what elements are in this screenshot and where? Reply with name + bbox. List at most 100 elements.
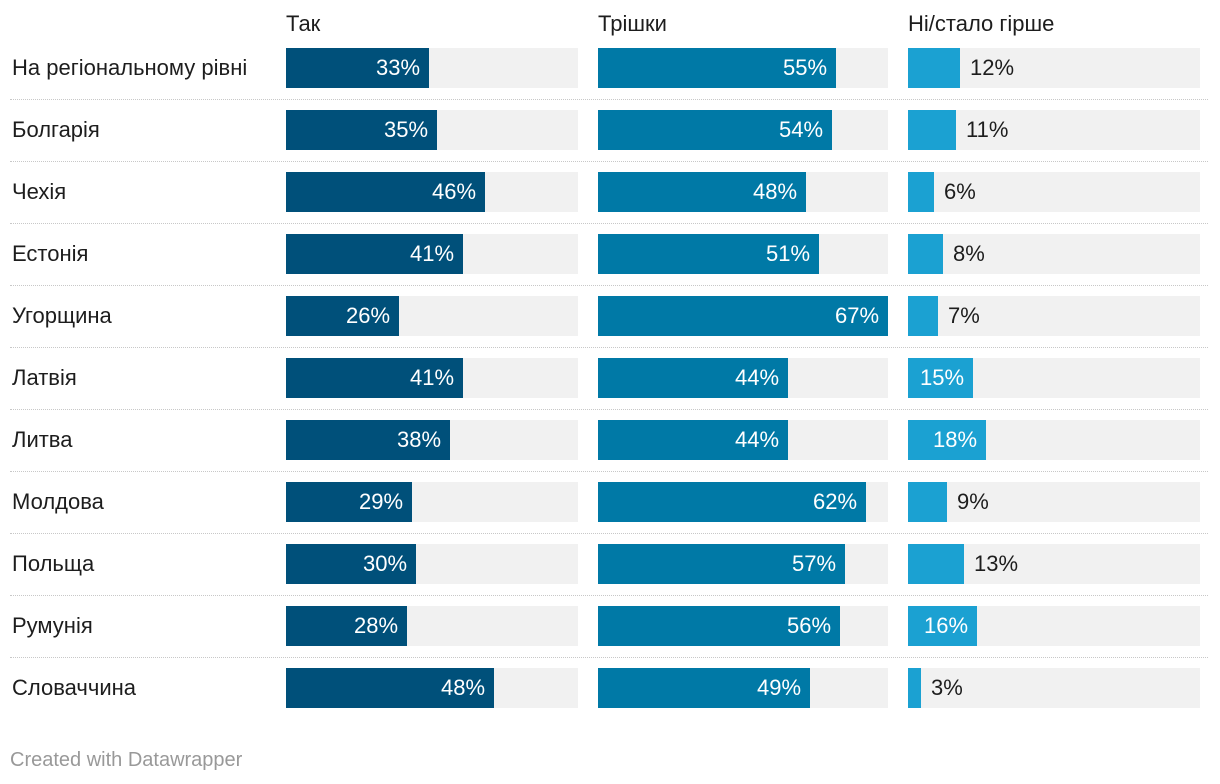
bar-track: 48%	[598, 172, 888, 212]
bar-track: 55%	[598, 48, 888, 88]
bar-track: 9%	[908, 482, 1200, 522]
data-label: 57%	[792, 551, 837, 576]
column-header-3: Ні/стало гірше	[908, 11, 1055, 36]
bar-track: 62%	[598, 482, 888, 522]
row-separator	[10, 595, 1208, 596]
bar-2	[598, 482, 866, 522]
category-label: Польща	[12, 551, 95, 576]
bar-3	[908, 668, 921, 708]
data-label: 62%	[813, 489, 858, 514]
data-label: 15%	[920, 365, 965, 390]
bar-2	[598, 110, 832, 150]
bar-2	[598, 606, 840, 646]
bar-3	[908, 420, 986, 460]
category-label: Латвія	[12, 365, 77, 390]
bar-track: 8%	[908, 234, 1200, 274]
bar-2	[598, 544, 845, 584]
data-label: 33%	[376, 55, 421, 80]
bar-track: 16%	[908, 606, 1200, 646]
category-label: Румунія	[12, 613, 93, 638]
category-label: Литва	[12, 427, 73, 452]
bar-3	[908, 544, 964, 584]
data-label: 7%	[948, 303, 980, 328]
bar-track: 3%	[908, 668, 1200, 708]
bar-track: 6%	[908, 172, 1200, 212]
data-label: 6%	[944, 179, 976, 204]
bar-3	[908, 482, 947, 522]
column-header-2: Трішки	[598, 11, 667, 36]
bar-3	[908, 110, 956, 150]
category-label: Словаччина	[12, 675, 136, 700]
bar-track: 57%	[598, 544, 888, 584]
bar-3	[908, 234, 943, 274]
data-label: 49%	[757, 675, 802, 700]
row-separator	[10, 347, 1208, 348]
bar-track: 28%	[286, 606, 578, 646]
bar-2	[598, 358, 788, 398]
bar-2	[598, 668, 810, 708]
bar-track: 33%	[286, 48, 578, 88]
data-label: 18%	[933, 427, 978, 452]
bar-track: 46%	[286, 172, 578, 212]
row-separator	[10, 471, 1208, 472]
category-label: Болгарія	[12, 117, 100, 142]
data-label: 55%	[783, 55, 828, 80]
data-label: 35%	[384, 117, 429, 142]
bar-2	[598, 296, 888, 336]
data-label: 48%	[753, 179, 798, 204]
data-label: 13%	[974, 551, 1019, 576]
bar-1	[286, 358, 463, 398]
bar-track: 44%	[598, 420, 888, 460]
row-separator	[10, 285, 1208, 286]
bar-1	[286, 110, 437, 150]
data-label: 54%	[779, 117, 824, 142]
bar-track: 38%	[286, 420, 578, 460]
data-label: 29%	[359, 489, 404, 514]
bar-track: 11%	[908, 110, 1200, 150]
bar-2	[598, 420, 788, 460]
bar-3	[908, 358, 973, 398]
bar-3	[908, 172, 934, 212]
category-label: Естонія	[12, 241, 89, 266]
data-label: 26%	[346, 303, 391, 328]
bar-track: 35%	[286, 110, 578, 150]
bar-track: 67%	[598, 296, 888, 336]
category-label: Угорщина	[12, 303, 112, 328]
row-separator	[10, 223, 1208, 224]
row-separator	[10, 409, 1208, 410]
data-label: 12%	[970, 55, 1015, 80]
bar-track: 13%	[908, 544, 1200, 584]
bar-track: 18%	[908, 420, 1200, 460]
bar-track: 30%	[286, 544, 578, 584]
data-label: 46%	[432, 179, 477, 204]
bar-track: 48%	[286, 668, 578, 708]
category-label: Молдова	[12, 489, 104, 514]
bar-1	[286, 420, 450, 460]
bar-track: 41%	[286, 358, 578, 398]
bar-track: 54%	[598, 110, 888, 150]
category-label: На регіональному рівні	[12, 55, 248, 80]
bar-2	[598, 234, 819, 274]
data-label: 48%	[441, 675, 486, 700]
bar-1	[286, 296, 399, 336]
bar-track: 49%	[598, 668, 888, 708]
data-label: 28%	[354, 613, 399, 638]
row-separator	[10, 657, 1208, 658]
bar-3	[908, 296, 938, 336]
bar-2	[598, 48, 836, 88]
data-label: 9%	[957, 489, 989, 514]
bar-track: 15%	[908, 358, 1200, 398]
row-separator	[10, 533, 1208, 534]
data-label: 44%	[735, 427, 780, 452]
footer-credit: Created with Datawrapper	[10, 749, 243, 771]
data-label: 41%	[410, 365, 455, 390]
bar-1	[286, 234, 463, 274]
bar-track: 7%	[908, 296, 1200, 336]
data-label: 41%	[410, 241, 455, 266]
bar-track: 51%	[598, 234, 888, 274]
bar-1	[286, 668, 494, 708]
row-separator	[10, 99, 1208, 100]
data-label: 11%	[966, 117, 1009, 142]
bar-1	[286, 544, 416, 584]
